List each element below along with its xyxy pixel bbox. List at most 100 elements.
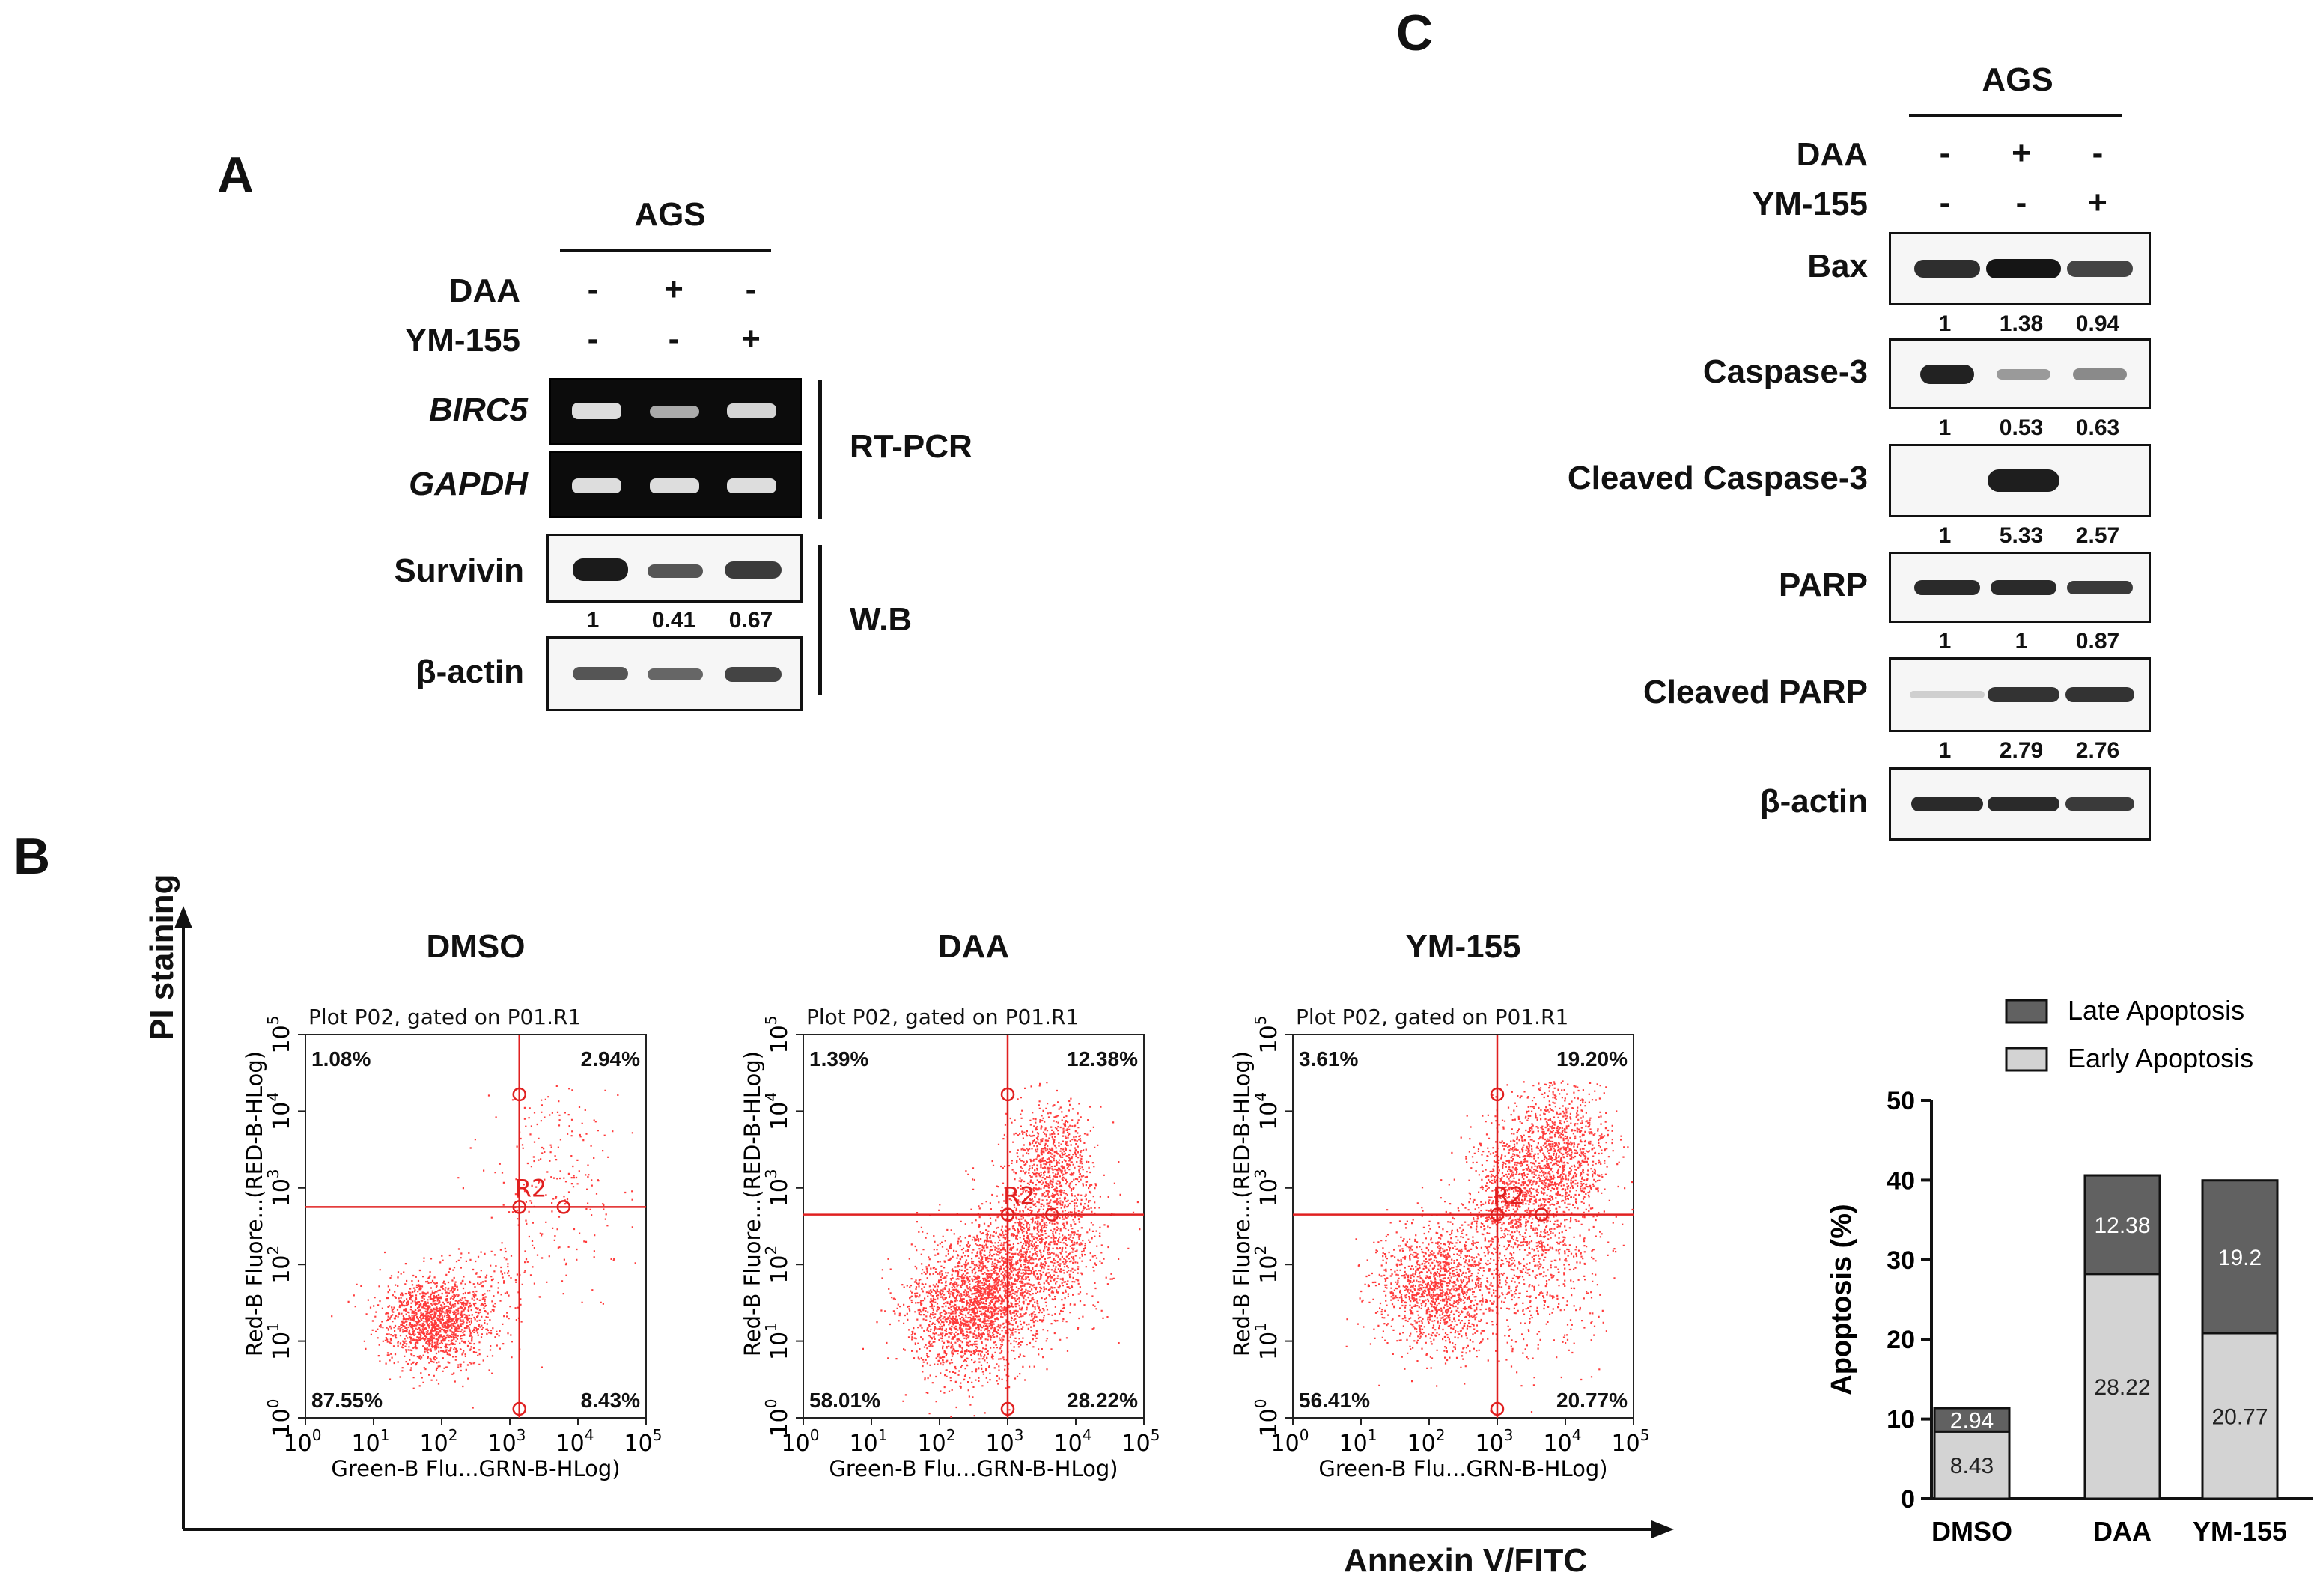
panel-c-blot-value: 0.87 [2075,629,2120,654]
x-tick-label: 104 [556,1426,594,1457]
survivin-value: 0.41 [651,608,696,633]
panel-c-blot-label: Bax [1807,248,1868,284]
blot-band [1914,579,1980,595]
panel-c-blot-label: Cleaved PARP [1643,674,1868,710]
survivin-label: Survivin [394,552,524,589]
flow-plot-title: YM-155 [1405,928,1521,965]
gate-handle [1490,1087,1505,1102]
panel-c-blot-label: Cleaved Caspase-3 [1567,460,1868,496]
flow-plot-title: DAA [937,928,1010,965]
blot-band [1914,260,1980,278]
birc5-label: BIRC5 [428,392,528,428]
panel-c-blot [1889,232,2151,305]
chart-y-tick-label: 50 [1887,1087,1915,1115]
rt-pcr-label: RT-PCR [850,428,972,465]
flow-x-axis-label: Green-B Flu...GRN-B-HLog) [331,1456,620,1481]
gate-label: R2 [515,1174,547,1202]
panel-a-cell-line-bar [560,249,771,252]
x-tick-exp: 4 [1572,1426,1582,1444]
y-tick-label: 103 [1252,1169,1282,1207]
quadrant-percent: 1.08% [311,1047,371,1070]
chart-category-label: DMSO [1931,1516,2012,1547]
x-tick-label: 103 [1476,1426,1514,1457]
flow-x-axis-label: Green-B Flu...GRN-B-HLog) [829,1456,1118,1481]
gate-handle [1534,1207,1549,1222]
flow-plot-header: Plot P02, gated on P01.R1 [308,1005,582,1029]
gate-handle [512,1087,526,1102]
panel-c-blot [1889,444,2151,517]
blot-band [2065,797,2134,811]
panel-c-blot-value: 5.33 [1999,523,2044,548]
late-apoptosis-bar [2083,1174,2161,1276]
legend-label: Late Apoptosis [2068,995,2244,1026]
actin-a-label: β-actin [415,654,524,690]
x-tick-exp: 0 [1300,1426,1309,1444]
y-tick-label: 104 [264,1092,295,1130]
panel-c-blot-value: 0.53 [1999,415,2044,440]
panel-c-daa-sign: - [1939,135,1951,171]
panel-c-blot-label: Caspase-3 [1702,353,1868,390]
panel-c-blot-value: 1 [1938,311,1952,336]
chart-y-tick-label: 0 [1901,1485,1915,1514]
actin-a-blot [546,636,803,711]
gate-label: R2 [1493,1182,1525,1210]
y-tick-exp: 0 [762,1399,780,1409]
panel-c-daa-label: DAA [1796,136,1868,173]
y-tick-label: 101 [1252,1322,1282,1360]
survivin-blot [546,534,803,603]
y-tick-label: 102 [264,1246,295,1284]
x-tick-exp: 4 [585,1426,594,1444]
y-tick-label: 100 [762,1399,793,1437]
x-tick-exp: 1 [1368,1426,1377,1444]
y-tick-label: 101 [264,1322,295,1360]
x-tick-label: 105 [1612,1426,1650,1457]
x-tick-exp: 2 [448,1426,458,1444]
gate-handle [1000,1401,1015,1416]
panel-a-ym-sign: + [741,320,761,357]
panel-c-blot-value: 2.76 [2075,738,2120,763]
x-tick-exp: 3 [1014,1426,1024,1444]
flow-y-axis-label: Red-B Fluore...(RED-B-HLog) [740,1051,765,1356]
blot-band [2065,687,2134,702]
y-tick-exp: 1 [264,1322,282,1332]
x-tick-label: 101 [850,1426,888,1457]
legend-swatch [2005,1047,2048,1072]
x-tick-exp: 2 [946,1426,956,1444]
x-tick-exp: 5 [1151,1426,1160,1444]
x-tick-label: 102 [918,1426,956,1457]
gate-handle [1000,1207,1015,1222]
gate-handle [556,1200,571,1214]
chart-y-tick-label: 10 [1887,1406,1915,1434]
x-tick-label: 101 [1339,1426,1377,1457]
bar-value-label: 28.22 [2094,1375,2150,1400]
flow-dots [1345,1080,1634,1413]
chart-category-label: DAA [2093,1516,2152,1547]
flow-y-axis-label: Red-B Fluore...(RED-B-HLog) [242,1051,267,1356]
y-tick-exp: 1 [762,1322,780,1332]
y-tick-exp: 2 [762,1246,780,1255]
x-tick-exp: 5 [1640,1426,1650,1444]
x-tick-label: 104 [1544,1426,1582,1457]
panel-a-daa-sign: - [587,271,599,308]
legend-swatch [2005,999,2048,1024]
flow-dot-cloud [862,1082,1141,1418]
panel-c-blot-value: 2.79 [1999,738,2044,763]
gate-handle [512,1200,526,1214]
panel-c-blot-value: 1 [1938,629,1952,654]
panel-c-daa-sign: + [2012,135,2031,171]
panel-a-daa-sign: - [745,271,757,308]
x-tick-label: 103 [986,1426,1024,1457]
y-tick-exp: 2 [264,1246,282,1255]
panel-c-blot-value: 0.63 [2075,415,2120,440]
early-apoptosis-bar [2201,1332,2279,1500]
y-tick-exp: 0 [1252,1399,1270,1409]
panel-c-blot-value: 1 [1938,738,1952,763]
flow-plot: R21.08% 2.94%87.55% 8.43%10010010110110210… [242,1016,662,1481]
blot-band [1988,469,2059,492]
gate-label: R2 [1003,1182,1035,1210]
panel-c-blot-label: PARP [1779,566,1868,603]
panel-c-blot-value: 1 [1938,415,1952,440]
panel-c-blot [1889,657,2151,732]
chart-y-tick-label: 40 [1887,1166,1915,1195]
